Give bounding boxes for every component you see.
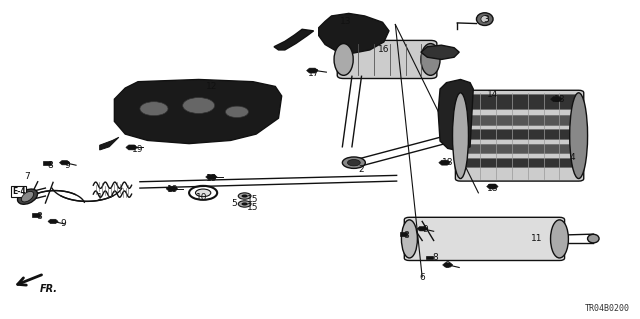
Text: 18: 18 [442,158,454,167]
Text: 18: 18 [486,184,498,193]
Text: 11: 11 [531,234,543,243]
Bar [462,158,579,167]
Polygon shape [550,97,562,102]
Polygon shape [100,137,119,150]
Text: 3: 3 [483,15,489,24]
Bar [44,161,51,165]
Bar [462,115,579,124]
Text: E-4: E-4 [12,187,26,196]
Ellipse shape [17,189,38,204]
Text: 14: 14 [487,90,498,99]
Ellipse shape [476,13,493,26]
Ellipse shape [481,16,488,23]
Ellipse shape [570,93,588,179]
Text: 9: 9 [445,261,451,271]
Circle shape [238,193,251,199]
Ellipse shape [21,191,34,202]
Circle shape [195,189,211,197]
Ellipse shape [334,44,353,75]
Ellipse shape [550,220,568,258]
Text: 12: 12 [205,82,217,91]
Polygon shape [443,263,453,267]
Polygon shape [486,184,498,189]
Polygon shape [438,79,473,151]
Text: 7: 7 [25,173,30,182]
FancyBboxPatch shape [337,41,437,78]
FancyBboxPatch shape [404,217,564,261]
Text: 18: 18 [554,95,565,104]
FancyBboxPatch shape [456,90,584,181]
Text: 1: 1 [97,193,102,202]
Text: 9: 9 [422,225,428,234]
Text: 2: 2 [358,165,364,174]
Polygon shape [439,160,451,165]
Ellipse shape [401,220,417,258]
Circle shape [241,195,248,197]
Circle shape [238,201,251,207]
Text: 6: 6 [419,272,425,281]
Text: 8: 8 [47,161,53,170]
Bar [399,233,406,236]
Ellipse shape [588,234,599,243]
Text: FR.: FR. [40,284,58,294]
Circle shape [342,157,365,168]
Text: 5: 5 [231,199,237,208]
Ellipse shape [421,44,440,75]
Text: 19: 19 [205,174,217,183]
Bar [426,256,433,259]
Polygon shape [274,29,314,50]
Circle shape [241,202,248,205]
Bar [32,213,40,217]
Text: 8: 8 [36,212,42,221]
Text: 4: 4 [570,153,575,162]
Bar [462,129,579,139]
Bar [462,94,579,109]
Circle shape [182,98,214,114]
Polygon shape [421,45,460,59]
Polygon shape [319,13,389,53]
Polygon shape [307,68,318,73]
Text: 10: 10 [196,193,207,202]
Text: 19: 19 [132,145,144,154]
Text: 9: 9 [60,219,66,227]
Polygon shape [126,145,138,150]
Text: 9: 9 [65,161,70,170]
Text: 17: 17 [308,69,319,78]
Text: TR04B0200: TR04B0200 [585,304,630,313]
Circle shape [140,102,168,116]
Circle shape [348,160,360,166]
Circle shape [225,106,248,118]
Text: 15: 15 [247,203,259,211]
Polygon shape [60,160,70,165]
Text: 13: 13 [340,17,351,26]
Polygon shape [205,174,217,180]
Text: 15: 15 [247,195,259,204]
Bar [462,144,579,153]
Ellipse shape [452,93,468,179]
Polygon shape [417,226,428,231]
Text: 8: 8 [432,254,438,263]
Text: 16: 16 [378,45,390,55]
Text: 8: 8 [403,231,409,240]
Polygon shape [48,219,58,224]
Polygon shape [115,79,282,144]
Polygon shape [166,186,177,191]
Text: 19: 19 [168,185,179,194]
